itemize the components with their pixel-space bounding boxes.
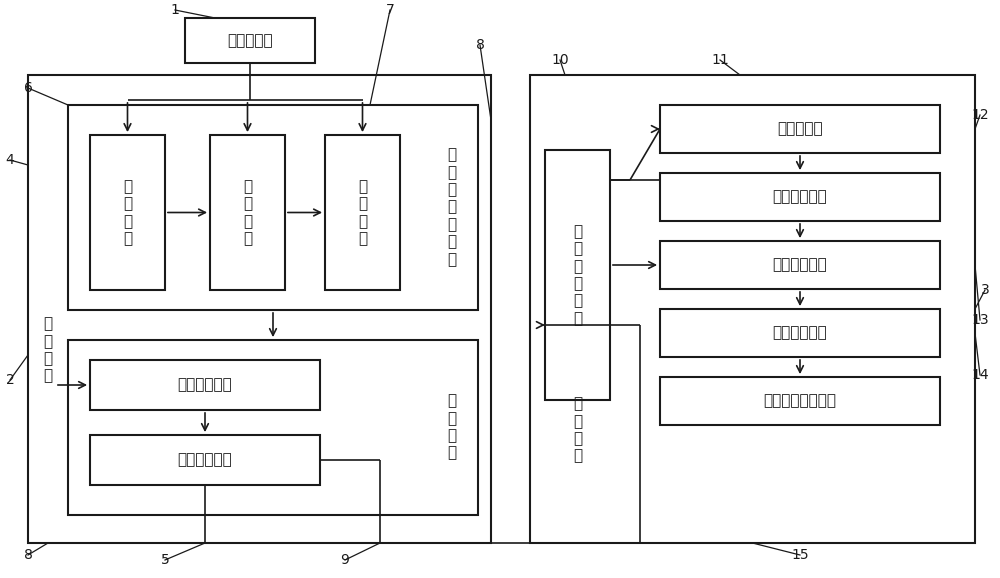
Bar: [90, 135, 165, 290]
Text: 6: 6: [24, 81, 32, 95]
Text: 数
据
接
收
模
块: 数 据 接 收 模 块: [573, 224, 582, 326]
Text: 预处理模块: 预处理模块: [777, 121, 823, 136]
Text: 14: 14: [971, 368, 989, 382]
Text: 数据输出模块: 数据输出模块: [178, 453, 232, 468]
Bar: [660, 309, 940, 357]
Bar: [90, 360, 320, 410]
Bar: [210, 135, 285, 290]
Text: 升
降
模
块: 升 降 模 块: [123, 179, 132, 246]
Text: 扫描采集模块: 扫描采集模块: [178, 377, 232, 392]
Text: 推
送
模
块: 推 送 模 块: [243, 179, 252, 246]
Text: 预检测模块: 预检测模块: [227, 33, 273, 48]
Text: 5: 5: [161, 553, 169, 567]
Text: 诊
断
装
置: 诊 断 装 置: [43, 316, 53, 384]
Text: 7: 7: [386, 3, 394, 17]
Text: 12: 12: [971, 108, 989, 122]
Text: 提
示
模
块: 提 示 模 块: [358, 179, 367, 246]
Bar: [68, 340, 478, 515]
Bar: [545, 150, 610, 400]
Bar: [530, 75, 975, 543]
Text: 10: 10: [551, 53, 569, 67]
Bar: [325, 135, 400, 290]
Text: 8: 8: [24, 548, 32, 562]
Bar: [660, 241, 940, 289]
Bar: [68, 105, 478, 310]
Bar: [28, 75, 491, 543]
Text: 1: 1: [171, 3, 179, 17]
Text: 2: 2: [6, 373, 14, 387]
Text: 4: 4: [6, 153, 14, 167]
Text: 13: 13: [971, 313, 989, 327]
Text: 分类诊断模块: 分类诊断模块: [773, 325, 827, 340]
Bar: [90, 435, 320, 485]
Bar: [660, 105, 940, 153]
Bar: [660, 377, 940, 425]
Text: 目标生成模块: 目标生成模块: [773, 190, 827, 205]
Text: 检
测
床
控
制
单
元: 检 测 床 控 制 单 元: [447, 147, 457, 266]
Bar: [185, 18, 315, 63]
Text: 疑难影像输出模块: 疑难影像输出模块: [764, 394, 836, 409]
Text: 11: 11: [711, 53, 729, 67]
Text: 15: 15: [791, 548, 809, 562]
Text: 8: 8: [476, 38, 484, 52]
Text: 扫
描
单
元: 扫 描 单 元: [447, 394, 457, 461]
Text: 9: 9: [341, 553, 349, 567]
Bar: [660, 173, 940, 221]
Text: 网络计算模块: 网络计算模块: [773, 258, 827, 272]
Text: 3: 3: [981, 283, 989, 297]
Text: 服
务
终
端: 服 务 终 端: [573, 397, 582, 464]
